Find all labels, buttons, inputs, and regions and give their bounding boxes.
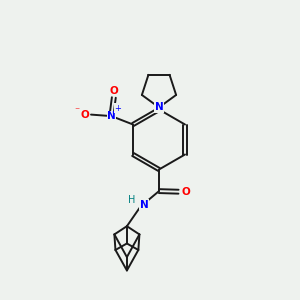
Text: N: N (107, 111, 116, 121)
Text: H: H (128, 195, 136, 205)
Text: O: O (182, 187, 191, 197)
Text: N: N (140, 200, 148, 210)
Text: O: O (110, 86, 118, 96)
Text: +: + (115, 104, 122, 113)
Text: O: O (80, 110, 89, 120)
Text: N: N (154, 102, 164, 112)
Text: ⁻: ⁻ (74, 106, 79, 117)
